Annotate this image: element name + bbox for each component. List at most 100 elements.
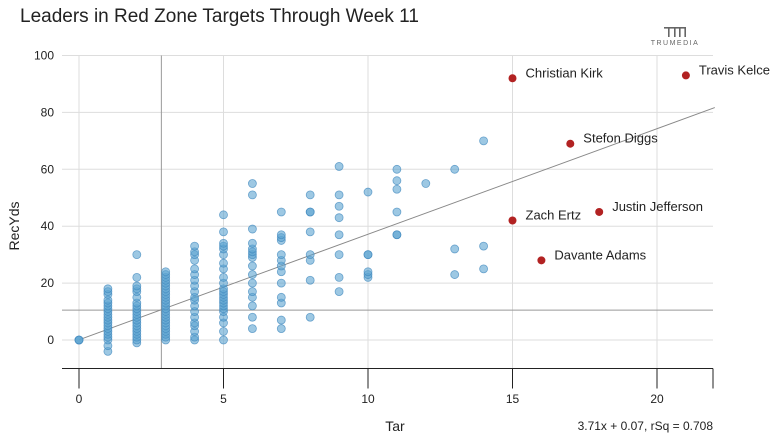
data-point bbox=[479, 264, 489, 274]
data-point bbox=[219, 327, 228, 336]
trumedia-logo-icon bbox=[664, 27, 686, 37]
logo-text: TRUMEDIA bbox=[650, 40, 700, 47]
data-point bbox=[479, 136, 489, 146]
data-point bbox=[334, 250, 344, 260]
data-point bbox=[363, 250, 373, 260]
data-point bbox=[392, 230, 402, 240]
data-point bbox=[305, 190, 315, 200]
data-point bbox=[247, 238, 257, 248]
data-point bbox=[334, 230, 344, 240]
data-point bbox=[247, 301, 257, 311]
data-point bbox=[247, 224, 257, 234]
highlighted-point bbox=[595, 207, 604, 216]
data-point bbox=[479, 241, 489, 251]
data-point bbox=[276, 230, 286, 240]
data-point bbox=[132, 281, 142, 291]
x-tick-label: 20 bbox=[650, 392, 664, 406]
reference-lines bbox=[62, 55, 713, 369]
data-point bbox=[276, 207, 286, 217]
data-point bbox=[305, 275, 315, 285]
x-tick-label: 0 bbox=[76, 392, 83, 406]
highlighted-point bbox=[566, 139, 575, 148]
data-point bbox=[392, 184, 402, 194]
highlighted-point bbox=[681, 71, 690, 80]
data-point bbox=[219, 210, 228, 220]
y-tick-label: 40 bbox=[41, 219, 55, 233]
data-points bbox=[74, 136, 489, 356]
data-point bbox=[450, 270, 460, 279]
data-point bbox=[305, 250, 315, 260]
data-point bbox=[247, 190, 257, 200]
x-tick-label: 5 bbox=[220, 392, 227, 406]
data-point bbox=[276, 315, 286, 325]
x-tick-label: 10 bbox=[361, 392, 375, 406]
data-point bbox=[247, 270, 257, 279]
data-point bbox=[247, 179, 257, 188]
data-point bbox=[450, 164, 460, 174]
trendline bbox=[78, 107, 715, 341]
data-point bbox=[219, 335, 228, 345]
data-point bbox=[392, 207, 402, 217]
data-point bbox=[305, 312, 315, 322]
data-point bbox=[276, 324, 286, 334]
data-point bbox=[247, 312, 257, 322]
data-point bbox=[334, 213, 344, 223]
data-point bbox=[132, 273, 142, 282]
data-point bbox=[334, 287, 344, 297]
data-point bbox=[392, 164, 402, 174]
grid-lines bbox=[62, 55, 713, 369]
player-label: Christian Kirk bbox=[526, 65, 604, 80]
axes: 0 20 40 60 80 100 0 5 10 15 20 bbox=[34, 49, 714, 406]
data-point bbox=[247, 324, 257, 334]
data-point bbox=[276, 292, 286, 302]
player-label: Stefon Diggs bbox=[583, 131, 658, 146]
data-point bbox=[363, 187, 373, 197]
y-tick-label: 20 bbox=[41, 276, 55, 290]
data-point bbox=[161, 267, 171, 277]
data-point bbox=[276, 250, 286, 260]
y-axis-label: RecYds bbox=[6, 201, 22, 250]
data-point bbox=[305, 207, 315, 217]
data-point bbox=[276, 278, 286, 288]
player-label: Zach Ertz bbox=[526, 208, 582, 223]
trendline-equation: 3.71x + 0.07, rSq = 0.708 bbox=[577, 419, 713, 433]
data-point bbox=[305, 227, 315, 237]
data-point bbox=[219, 273, 228, 282]
player-label: Davante Adams bbox=[554, 247, 646, 262]
highlighted-point bbox=[508, 216, 517, 225]
data-point bbox=[74, 335, 84, 345]
y-tick-label: 100 bbox=[34, 49, 54, 63]
data-point bbox=[450, 244, 460, 254]
data-point bbox=[247, 287, 257, 297]
data-point bbox=[190, 264, 200, 274]
player-label: Travis Kelce bbox=[699, 62, 770, 77]
highlighted-points: Christian Kirk Travis Kelce Stefon Diggs Ju… bbox=[508, 62, 770, 265]
data-point bbox=[334, 190, 344, 200]
data-point bbox=[247, 261, 257, 271]
regression-line bbox=[78, 107, 715, 341]
player-label: Justin Jefferson bbox=[612, 199, 703, 214]
highlighted-point bbox=[508, 74, 517, 83]
data-point bbox=[334, 273, 344, 282]
data-point bbox=[392, 176, 402, 186]
x-tick-label: 15 bbox=[506, 392, 520, 406]
data-point bbox=[103, 284, 113, 294]
highlighted-point bbox=[537, 256, 546, 265]
data-point bbox=[421, 179, 431, 188]
data-point bbox=[219, 258, 228, 268]
y-tick-label: 80 bbox=[41, 105, 55, 119]
x-axis-label: Tar bbox=[385, 418, 405, 434]
chart-title: Leaders in Red Zone Targets Through Week… bbox=[20, 6, 419, 27]
data-point bbox=[334, 201, 344, 211]
y-tick-label: 60 bbox=[41, 162, 55, 176]
data-point bbox=[219, 238, 228, 248]
trumedia-logo: TRUMEDIA bbox=[640, 26, 710, 50]
data-point bbox=[363, 267, 373, 277]
data-point bbox=[334, 162, 344, 171]
data-point bbox=[247, 278, 257, 288]
y-tick-label: 0 bbox=[47, 333, 54, 347]
data-point bbox=[219, 227, 228, 237]
data-point bbox=[190, 241, 200, 251]
data-point bbox=[132, 250, 142, 260]
